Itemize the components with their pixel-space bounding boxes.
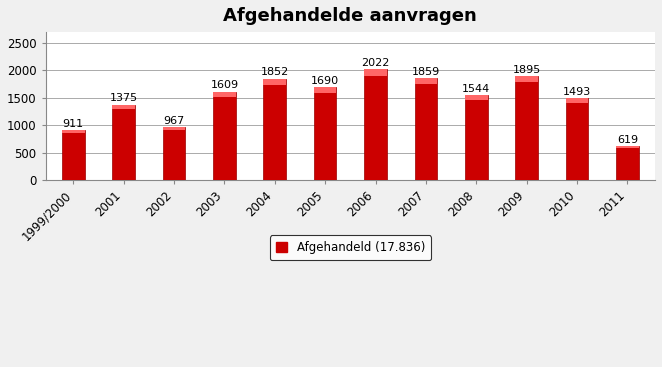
Bar bbox=[515, 76, 538, 83]
Bar bbox=[163, 127, 185, 180]
Text: 1375: 1375 bbox=[110, 93, 138, 103]
Bar bbox=[113, 105, 135, 180]
Text: 1690: 1690 bbox=[311, 76, 339, 86]
Text: 1852: 1852 bbox=[261, 67, 289, 77]
Text: 1859: 1859 bbox=[412, 67, 440, 77]
Text: 619: 619 bbox=[617, 135, 638, 145]
Bar bbox=[364, 69, 387, 180]
Text: 1609: 1609 bbox=[211, 80, 238, 90]
Bar bbox=[62, 130, 85, 133]
Bar bbox=[616, 146, 639, 180]
Bar bbox=[62, 130, 85, 180]
Bar bbox=[414, 78, 437, 180]
Bar bbox=[515, 76, 538, 180]
Text: 2022: 2022 bbox=[361, 58, 390, 68]
Bar bbox=[163, 127, 185, 130]
Text: 967: 967 bbox=[164, 116, 185, 126]
Bar bbox=[565, 98, 589, 180]
Bar bbox=[465, 95, 488, 101]
Bar bbox=[213, 92, 236, 97]
Legend: Afgehandeld (17.836): Afgehandeld (17.836) bbox=[269, 235, 431, 260]
Bar bbox=[314, 87, 336, 180]
Title: Afgehandelde aanvragen: Afgehandelde aanvragen bbox=[224, 7, 477, 25]
Bar bbox=[565, 98, 589, 103]
Text: 1493: 1493 bbox=[563, 87, 591, 97]
Bar bbox=[113, 105, 135, 109]
Bar bbox=[414, 78, 437, 84]
Bar bbox=[465, 95, 488, 180]
Bar bbox=[364, 69, 387, 76]
Text: 911: 911 bbox=[63, 119, 84, 128]
Bar bbox=[616, 146, 639, 148]
Bar bbox=[314, 87, 336, 93]
Text: 1544: 1544 bbox=[462, 84, 491, 94]
Bar bbox=[263, 79, 286, 85]
Bar bbox=[213, 92, 236, 180]
Text: 1895: 1895 bbox=[512, 65, 541, 75]
Bar bbox=[263, 79, 286, 180]
